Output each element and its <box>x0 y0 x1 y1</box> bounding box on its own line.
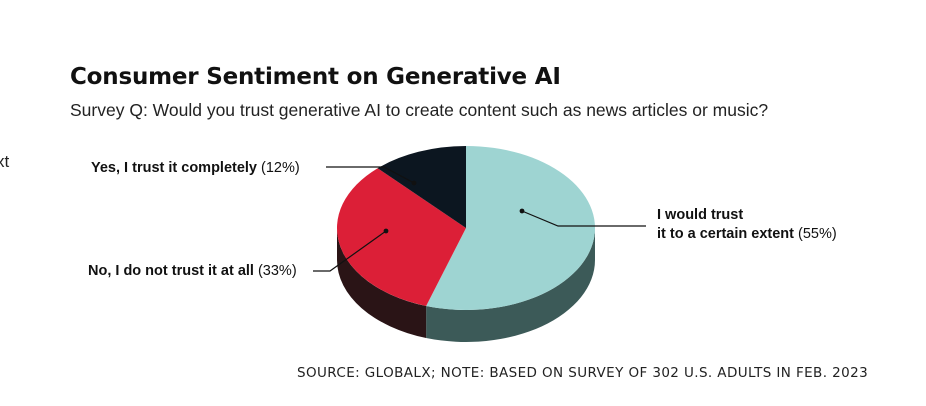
label-trust-completely-pct: (12%) <box>261 160 300 176</box>
leader-line-0 <box>326 166 415 184</box>
source-note: SOURCE: GLOBALX; NOTE: BASED ON SURVEY O… <box>297 365 869 381</box>
pie-side-0 <box>426 228 595 342</box>
label-no-trust: No, I do not trust it at all (33%) <box>88 262 297 281</box>
label-certain-extent: I would trust it to a certain extent (55… <box>657 206 837 244</box>
chart-subtitle: Survey Q: Would you trust generative AI … <box>70 100 769 120</box>
leader-dot-2 <box>519 208 525 214</box>
chart-title: Consumer Sentiment on Generative AI <box>70 64 561 90</box>
pie-slice-0 <box>426 146 596 310</box>
label-certain-extent-line2: it to a certain extent <box>657 226 794 242</box>
pie-side-walls <box>337 228 595 342</box>
pie-side-1 <box>337 228 427 338</box>
leader-line-1 <box>313 230 387 272</box>
label-no-trust-text: No, I do not trust it at all <box>88 263 254 279</box>
cropped-edge-text: xt <box>0 152 10 171</box>
pie-top <box>337 146 596 310</box>
leader-lines <box>313 166 646 272</box>
label-trust-completely-text: Yes, I trust it completely <box>91 160 257 176</box>
label-trust-completely: Yes, I trust it completely (12%) <box>91 159 300 178</box>
label-certain-extent-pct: (55%) <box>798 226 837 242</box>
leader-line-2 <box>521 210 646 227</box>
leader-dot-1 <box>383 228 389 234</box>
pie-slice-1 <box>337 168 466 306</box>
leader-dot-0 <box>411 180 417 186</box>
pie-slice-2 <box>377 146 466 228</box>
label-certain-extent-line1: I would trust <box>657 207 744 223</box>
label-no-trust-pct: (33%) <box>257 263 297 279</box>
